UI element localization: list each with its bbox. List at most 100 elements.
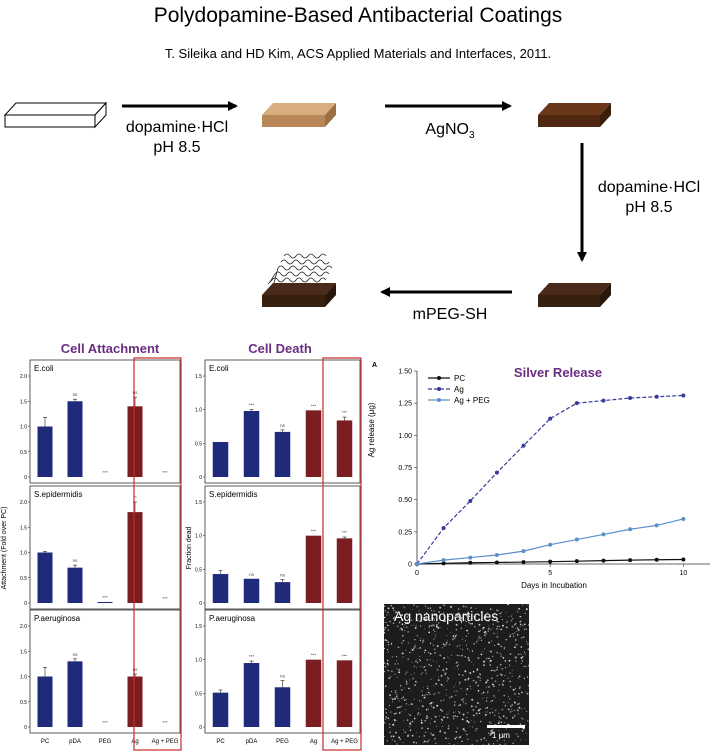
nanoparticle <box>401 652 404 655</box>
nanoparticle <box>446 713 448 716</box>
nanoparticle <box>471 719 473 721</box>
nanoparticle <box>467 616 469 619</box>
nanoparticle <box>415 682 417 684</box>
nanoparticle <box>477 640 479 641</box>
citation: T. Sileika and HD Kim, ACS Applied Mater… <box>164 46 552 61</box>
nanoparticle <box>528 664 529 667</box>
nanoparticle <box>424 719 427 722</box>
nanoparticle <box>486 633 488 635</box>
nanoparticle <box>405 698 407 700</box>
nanoparticle <box>476 668 479 670</box>
nanoparticle <box>414 627 417 629</box>
nanoparticle <box>433 618 435 620</box>
nanoparticle <box>486 612 488 614</box>
nanoparticle <box>492 616 494 619</box>
nanoparticle <box>461 689 463 691</box>
nanoparticle <box>461 654 463 657</box>
nanoparticle <box>384 718 387 720</box>
nanoparticle <box>496 633 498 635</box>
nanoparticle <box>523 623 526 626</box>
category-label: pDA <box>69 739 81 745</box>
nanoparticle <box>462 605 465 608</box>
nanoparticle <box>507 702 509 704</box>
nanoparticle <box>465 689 467 691</box>
nanoparticle <box>394 721 396 723</box>
nanoparticle <box>479 630 482 632</box>
nanoparticle <box>421 616 423 619</box>
nanoparticle <box>399 684 402 687</box>
nanoparticle <box>514 646 516 649</box>
nanoparticle <box>406 616 409 619</box>
y-tick-label: 1.0 <box>20 551 27 557</box>
nanoparticle <box>489 641 490 643</box>
nanoparticle <box>393 718 396 721</box>
nanoparticle <box>484 634 486 637</box>
nanoparticle <box>430 665 432 667</box>
nanoparticle <box>516 611 519 613</box>
nanoparticle <box>508 665 510 667</box>
nanoparticle <box>489 664 492 666</box>
nanoparticle <box>397 611 400 614</box>
nanoparticle <box>508 615 510 617</box>
nanoparticle <box>396 694 398 696</box>
y-tick-label: 2.0 <box>20 500 27 506</box>
nanoparticle <box>460 735 462 737</box>
nanoparticle <box>398 736 400 739</box>
nanoparticle <box>443 657 445 659</box>
nanoparticle <box>424 669 427 672</box>
nanoparticle <box>468 621 470 624</box>
nanoparticle <box>404 673 407 675</box>
nanoparticle <box>434 737 436 740</box>
nanoparticle <box>447 656 449 658</box>
nanoparticle <box>478 635 481 638</box>
nanoparticle <box>445 667 448 670</box>
nanoparticle <box>387 651 389 653</box>
nanoparticle <box>502 657 505 659</box>
nanoparticle <box>393 616 396 619</box>
nanoparticle <box>402 656 404 658</box>
nanoparticle <box>445 661 447 663</box>
nanoparticle <box>384 670 386 673</box>
nanoparticle <box>400 705 402 707</box>
nanoparticle <box>492 730 494 733</box>
nanoparticle <box>498 625 500 628</box>
step-3-reagent: dopamine·HCl <box>597 179 701 196</box>
nanoparticle <box>465 615 467 617</box>
nanoparticle <box>409 723 411 725</box>
nanoparticle <box>510 634 512 636</box>
nanoparticle <box>517 735 520 738</box>
nanoparticle <box>432 623 435 626</box>
nanoparticle <box>408 726 411 728</box>
nanoparticle <box>526 676 529 678</box>
nanoparticle <box>432 701 434 703</box>
nanoparticle <box>501 683 504 686</box>
nanoparticle <box>475 729 477 732</box>
nanoparticle <box>398 706 401 708</box>
nanoparticle <box>496 609 498 611</box>
nanoparticle <box>444 620 447 622</box>
nanoparticle <box>509 635 511 638</box>
nanoparticle <box>465 625 467 627</box>
nanoparticle <box>499 644 501 646</box>
nanoparticle <box>480 738 483 741</box>
nanoparticle <box>499 612 501 615</box>
nanoparticle <box>411 649 414 651</box>
legend-label: PC <box>454 374 465 383</box>
nanoparticle <box>494 644 496 646</box>
nanoparticle <box>398 700 400 702</box>
nanoparticle <box>493 736 495 738</box>
nanoparticle <box>384 628 385 631</box>
panel-frame <box>29 485 181 610</box>
nanoparticle <box>469 685 471 688</box>
nanoparticle <box>528 624 529 626</box>
data-point <box>521 549 526 554</box>
nanoparticle <box>452 616 454 618</box>
nanoparticle <box>511 673 513 675</box>
nanoparticle <box>428 631 431 634</box>
nanoparticle <box>454 701 456 703</box>
nanoparticle <box>446 640 448 642</box>
slab-ag <box>538 103 611 127</box>
step-2-label: AgNO3 <box>390 120 510 146</box>
nanoparticle <box>448 697 451 699</box>
nanoparticle <box>416 606 418 608</box>
